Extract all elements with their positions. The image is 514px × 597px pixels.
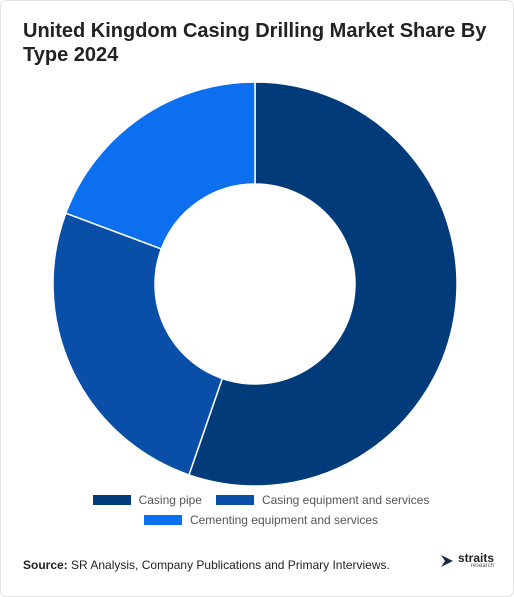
chart-title: United Kingdom Casing Drilling Market Sh… (23, 20, 487, 66)
logo: straits research (439, 551, 495, 569)
legend-swatch (143, 515, 182, 525)
chart (52, 81, 458, 487)
legend-item: Casing equipment and services (215, 493, 430, 507)
legend-label: Casing equipment and services (261, 493, 430, 507)
legend-swatch (92, 495, 131, 505)
donut-segment (64, 81, 256, 250)
legend-item: Casing pipe (92, 493, 202, 507)
legend-swatch (215, 495, 254, 505)
donut-segment (52, 212, 224, 476)
legend: Casing pipe Casing equipment and services… (61, 493, 461, 527)
source: Source: SR Analysis, Company Publication… (23, 558, 390, 572)
legend-item: Cementing equipment and services (143, 513, 379, 527)
legend-label: Casing pipe (138, 493, 202, 507)
donut-segment (188, 81, 458, 487)
logo-name: straits (458, 551, 495, 565)
logo-tagline: research (470, 563, 495, 569)
source-label: Source: (23, 558, 68, 572)
legend-label: Cementing equipment and services (189, 513, 379, 527)
logo-icon (441, 555, 453, 567)
source-text: SR Analysis, Company Publications and Pr… (71, 558, 390, 572)
